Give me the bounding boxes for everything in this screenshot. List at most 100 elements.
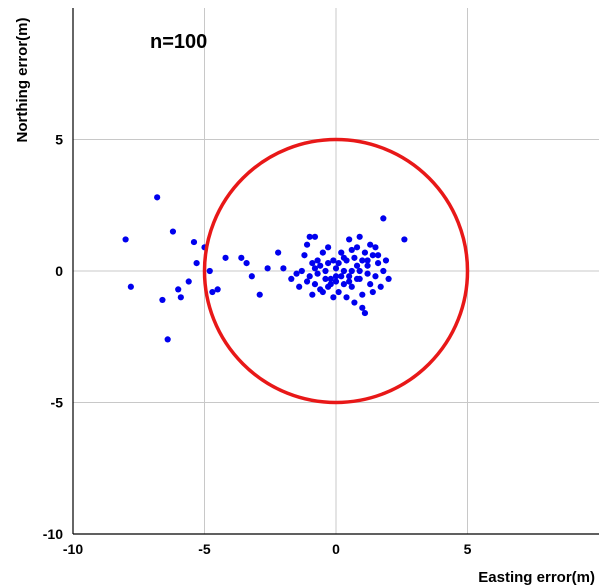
data-point — [298, 267, 305, 275]
data-point — [293, 270, 300, 277]
data-point — [374, 252, 382, 259]
data-point — [264, 265, 271, 272]
data-point — [327, 281, 334, 288]
data-point — [348, 246, 355, 254]
data-point — [380, 215, 387, 222]
y-tick-label: 0 — [55, 263, 63, 279]
data-point — [338, 249, 345, 256]
data-point — [238, 254, 245, 261]
data-point — [335, 288, 342, 296]
data-point — [322, 267, 329, 275]
data-point — [177, 294, 184, 301]
data-point — [306, 233, 313, 240]
data-point — [377, 283, 384, 290]
data-point — [353, 262, 361, 269]
data-point — [332, 278, 340, 285]
tick-labels: -10 -5 0 5 -10 -5 0 5 — [43, 132, 472, 558]
data-point — [332, 273, 340, 280]
y-tick-label: -5 — [51, 395, 64, 411]
data-point — [351, 254, 358, 261]
data-point — [164, 336, 171, 343]
data-point — [309, 260, 316, 267]
data-point — [359, 257, 366, 264]
data-point — [367, 281, 374, 288]
data-point — [361, 249, 369, 256]
data-point — [159, 296, 166, 304]
data-point — [372, 244, 379, 251]
data-point — [401, 236, 408, 243]
data-point — [380, 267, 387, 275]
x-tick-label: 0 — [332, 541, 340, 557]
data-point — [322, 275, 329, 282]
x-axis-title: Easting error(m) — [478, 569, 595, 586]
data-point — [314, 270, 321, 277]
data-point — [351, 299, 358, 306]
data-point — [311, 265, 319, 272]
data-point — [356, 233, 363, 240]
data-point — [303, 278, 311, 285]
y-tick-label: 5 — [55, 132, 63, 148]
data-point — [385, 275, 392, 282]
x-tick-label: 5 — [464, 541, 472, 557]
data-point — [296, 283, 303, 290]
data-point — [309, 291, 316, 298]
data-point — [301, 252, 308, 259]
data-point — [340, 281, 347, 288]
x-tick-label: -10 — [63, 541, 83, 557]
data-points — [122, 194, 408, 343]
data-point — [325, 244, 332, 251]
data-point — [325, 260, 332, 267]
data-point — [330, 257, 337, 264]
data-point — [364, 262, 371, 269]
data-point — [348, 283, 355, 290]
data-point — [256, 291, 263, 298]
data-point — [311, 233, 319, 240]
sample-count-label: n=100 — [150, 31, 207, 53]
data-point — [248, 273, 255, 280]
data-point — [346, 236, 353, 243]
data-point — [374, 260, 382, 267]
data-point — [214, 286, 221, 293]
data-point — [306, 273, 313, 280]
data-point — [175, 286, 182, 293]
data-point — [330, 294, 337, 301]
data-point — [367, 241, 374, 248]
data-point — [340, 254, 347, 261]
data-point — [346, 273, 353, 280]
data-point — [193, 260, 200, 267]
data-point — [169, 228, 177, 235]
data-point — [185, 278, 192, 285]
data-point — [154, 194, 161, 201]
axes — [72, 8, 599, 535]
data-point — [335, 260, 342, 267]
y-axis-title: Northing error(m) — [14, 18, 31, 143]
data-point — [359, 291, 366, 298]
data-point — [353, 275, 361, 282]
data-point — [359, 304, 366, 311]
data-point — [303, 241, 311, 248]
data-point — [369, 288, 376, 296]
data-point — [327, 275, 334, 282]
data-point — [243, 260, 250, 267]
data-point — [346, 278, 353, 285]
data-point — [127, 283, 134, 290]
data-point — [317, 262, 324, 269]
data-point — [288, 275, 295, 282]
x-tick-label: -5 — [198, 541, 211, 557]
data-point — [356, 267, 363, 275]
data-point — [206, 267, 213, 275]
radius-circle — [202, 137, 470, 405]
data-point — [372, 273, 379, 280]
data-point — [222, 254, 229, 261]
data-point — [340, 267, 347, 275]
data-point — [343, 294, 350, 301]
y-tick-label: -10 — [43, 526, 63, 542]
data-point — [280, 265, 287, 272]
data-point — [361, 309, 369, 317]
data-point — [353, 244, 361, 251]
data-point — [314, 257, 321, 264]
data-point — [319, 249, 326, 256]
data-point — [209, 288, 216, 296]
data-point — [369, 252, 376, 259]
